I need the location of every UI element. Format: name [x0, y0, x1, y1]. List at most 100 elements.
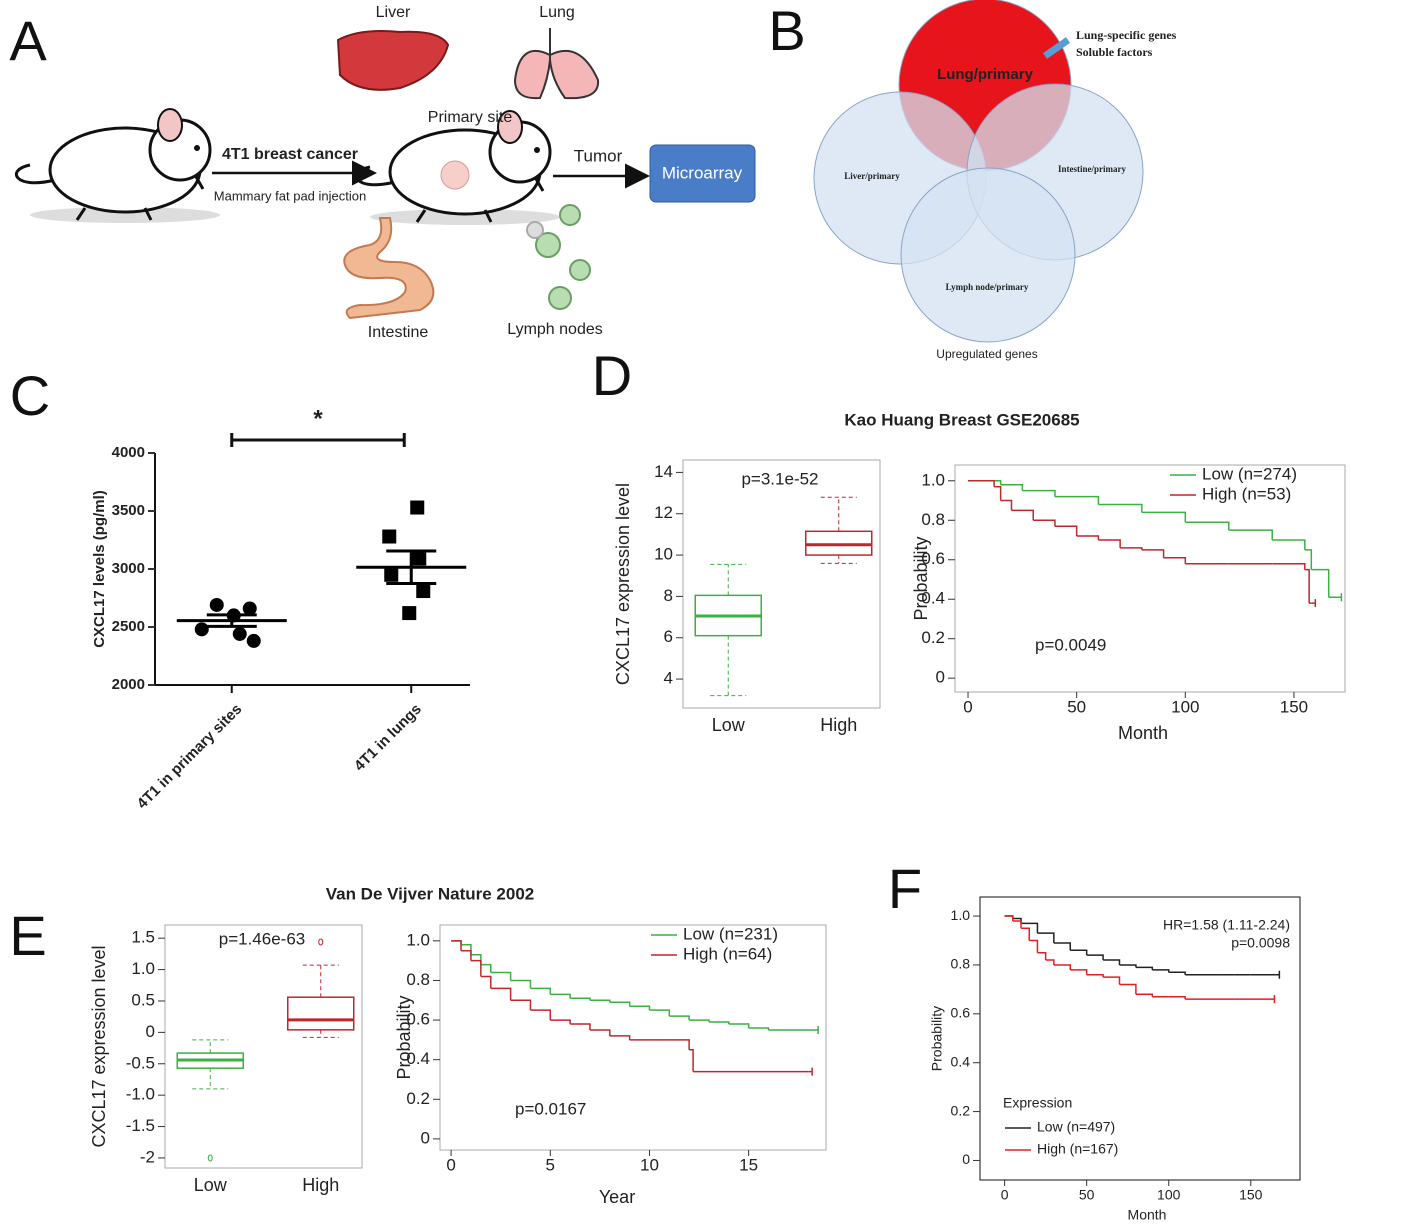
survival-step: [530, 1009, 552, 1021]
point: [209, 597, 224, 612]
arrow: [1043, 37, 1070, 59]
survival-step: [1185, 521, 1230, 531]
caption: Upregulated genes: [936, 347, 1037, 361]
x-tick-label: 150: [1280, 697, 1308, 716]
panel-label: C: [10, 364, 50, 427]
microarray-box: [649, 144, 756, 203]
y-axis-label: CXCL17 expression level: [89, 945, 109, 1147]
survival-step: [1054, 495, 1100, 505]
y-tick-label: 0.6: [406, 1010, 430, 1029]
survival-step: [609, 1001, 631, 1007]
y-tick-label: 0: [146, 1022, 155, 1041]
survival-step: [1103, 959, 1121, 965]
box: [287, 996, 355, 1031]
x-axis-label: Month: [1118, 723, 1168, 743]
survival-step: [510, 979, 532, 989]
survival-step: [1086, 954, 1104, 961]
tumor-icon: [440, 160, 470, 190]
whisker: [710, 563, 747, 697]
outlier: [318, 938, 324, 946]
survival-step: [1022, 489, 1056, 497]
annotation: p=0.0167: [515, 1099, 586, 1118]
y-tick-label: 0.4: [406, 1049, 430, 1068]
mouse-icon: [14, 107, 222, 225]
survival-step: [1012, 920, 1022, 929]
y-tick-label: -1.0: [126, 1085, 155, 1104]
whisker: [302, 964, 339, 1038]
plot-frame: [164, 924, 363, 1169]
x-tick-label: 4T1 in lungs: [351, 701, 425, 775]
y-tick-label: 4000: [112, 444, 145, 461]
annotation: Lung-specific genes: [1076, 28, 1177, 42]
legend-label: Low (n=231): [683, 924, 778, 943]
panel-label: D: [592, 344, 632, 407]
survival-step: [1021, 922, 1039, 934]
annotation: p=3.1e-52: [741, 469, 818, 488]
tumor-label: Tumor: [574, 146, 623, 165]
point: [412, 551, 427, 566]
y-tick-label: 2000: [112, 676, 145, 693]
x-tick-label: Low: [712, 715, 746, 735]
survival-step: [1119, 964, 1137, 968]
plot-frame: [979, 896, 1301, 1181]
survival-step: [1045, 959, 1055, 965]
injection-title: 4T1 breast cancer: [222, 146, 358, 163]
lymph-icon: [526, 204, 591, 310]
x-tick-label: 50: [1067, 697, 1086, 716]
y-tick-label: 0.8: [406, 970, 430, 989]
y-tick-label: 10: [654, 545, 673, 564]
survival-step: [1168, 995, 1186, 1000]
survival-step: [490, 971, 512, 981]
x-tick-label: 100: [1157, 1187, 1181, 1203]
venn-set: [900, 167, 1076, 343]
plot-frame: [682, 459, 881, 709]
x-tick-label: 0: [1001, 1187, 1009, 1203]
survival-step: [1272, 562, 1306, 570]
y-tick-label: 0.5: [131, 990, 155, 1009]
legend-title: Expression: [1003, 1095, 1072, 1111]
annotation: HR=1.58 (1.11-2.24): [1163, 917, 1290, 933]
x-tick-label: 50: [1079, 1187, 1095, 1203]
significance: *: [313, 405, 323, 432]
legend-label: Low (n=274): [1202, 464, 1297, 483]
y-tick-label: 0.6: [921, 549, 945, 568]
whisker: [192, 1039, 229, 1090]
survival-step: [1037, 932, 1055, 943]
survival-step: [808, 1067, 813, 1076]
y-tick-label: -2: [140, 1147, 155, 1166]
set-label: Lung/primary: [937, 66, 1034, 83]
survival-step: [649, 1009, 671, 1017]
survival-step: [689, 1019, 710, 1023]
organ-label: Intestine: [368, 324, 429, 341]
survival-step: [1272, 539, 1306, 550]
y-tick-label: 1.5: [131, 928, 155, 947]
survival-step: [1135, 993, 1154, 997]
lung-icon: [513, 28, 600, 100]
panel-label: A: [9, 9, 47, 72]
survival-step: [570, 1023, 591, 1030]
box: [805, 530, 873, 556]
annotation: p=0.0098: [1231, 935, 1290, 951]
y-tick-label: 0: [962, 1151, 970, 1167]
survival-step: [1103, 976, 1121, 985]
point: [242, 601, 257, 616]
x-tick-label: 10: [640, 1155, 659, 1174]
y-tick-label: 3500: [112, 502, 145, 519]
y-tick-label: -0.5: [126, 1053, 155, 1072]
survival-step: [1004, 915, 1014, 921]
survival-step: [1054, 525, 1078, 537]
panel-label: B: [768, 0, 805, 62]
survival-step: [669, 1015, 690, 1021]
y-tick-label: 0.2: [951, 1102, 971, 1118]
survival-step: [1311, 599, 1317, 608]
survival-step: [1029, 939, 1039, 953]
legend-label: High (n=53): [1202, 484, 1291, 503]
survival-step: [1168, 971, 1186, 975]
survival-step: [1304, 549, 1313, 570]
survival-step: [1076, 535, 1100, 541]
survival-step: [1311, 568, 1330, 598]
survival-step: [1275, 970, 1281, 979]
y-tick-label: 0.4: [951, 1053, 971, 1069]
point: [382, 529, 397, 544]
survival-step: [461, 949, 472, 961]
